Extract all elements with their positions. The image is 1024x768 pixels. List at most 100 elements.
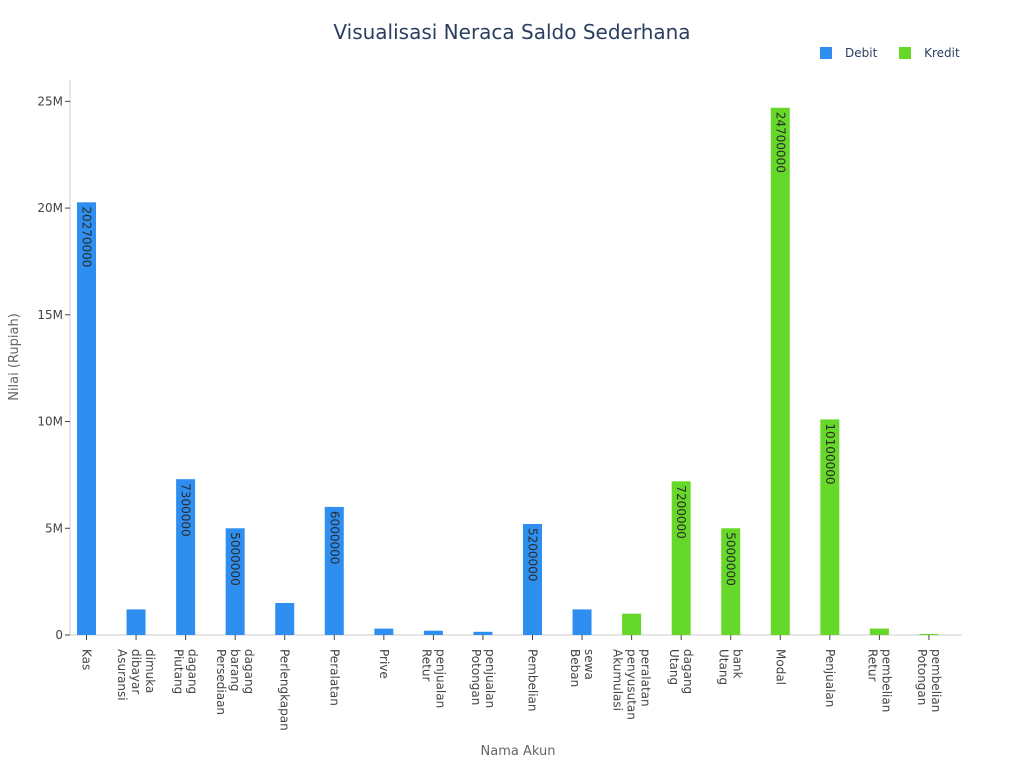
x-tick-label-line: penjualan <box>433 649 447 708</box>
x-tick-label-line: Akumulasi <box>611 649 625 711</box>
bar-kredit[interactable] <box>919 633 939 635</box>
bar-debit[interactable] <box>473 631 493 635</box>
legend-label-debit: Debit <box>845 46 878 60</box>
x-tick-label-line: penyusutan <box>625 649 639 720</box>
x-tick-label-line: Pembelian <box>526 649 540 712</box>
bar-kredit[interactable] <box>820 419 840 635</box>
bars: 20270000 7300000 5000000 6000000 5200000 7200… <box>77 107 939 635</box>
x-tick-label-text: Kas <box>80 649 94 670</box>
bar-kredit[interactable] <box>671 481 691 635</box>
bar-debit[interactable] <box>324 506 344 635</box>
x-tick-label-line: Prive <box>377 649 391 679</box>
bar-kredit[interactable] <box>721 528 741 635</box>
bar-debit[interactable] <box>225 528 245 635</box>
x-tick-label-text: Bebansewa <box>568 649 596 687</box>
x-tick-label-line: Retur <box>419 649 433 681</box>
x-tick-label: Persediaanbarangdagang <box>214 649 256 715</box>
x-tick-label-line: dagang <box>242 649 256 694</box>
x-tick-label-text: Prive <box>377 649 391 679</box>
x-tick-label-line: Utang <box>667 649 681 685</box>
x-tick-label-line: Persediaan <box>214 649 228 715</box>
x-tick-label-text: Utangdagang <box>667 649 695 694</box>
x-tick-label-line: Potongan <box>469 649 483 705</box>
x-tick-label: Modal <box>773 649 787 685</box>
x-tick-label: Potonganpenjualan <box>469 649 497 708</box>
y-axis-label: Nilai (Rupiah) <box>7 313 22 401</box>
bar-debit[interactable] <box>126 609 146 635</box>
x-tick-label: Piutangdagang <box>172 649 200 694</box>
legend-swatch-kredit <box>899 47 912 59</box>
bar-debit[interactable] <box>374 628 394 635</box>
bar-kredit[interactable] <box>622 613 642 635</box>
legend-item-kredit[interactable]: Kredit <box>899 46 960 60</box>
x-tick-label-line: bank <box>731 649 745 679</box>
y-tick-label: 25M <box>37 94 63 108</box>
x-tick-label-text: Potonganpembelian <box>915 649 943 712</box>
x-tick-label-text: Returpenjualan <box>419 649 447 708</box>
chart-title: Visualisasi Neraca Saldo Sederhana <box>333 20 691 44</box>
x-tick-label: Bebansewa <box>568 649 596 687</box>
x-tick-label-text: Asuransidibayardimuka <box>115 649 157 701</box>
data-label-text: 5200000 <box>526 528 540 581</box>
x-tick-label-line: barang <box>228 649 242 691</box>
x-tick-label: Potonganpembelian <box>915 649 943 712</box>
data-label-text: 5000000 <box>228 532 242 585</box>
y-tick-label: 0 <box>55 628 63 642</box>
bar-debit[interactable] <box>572 609 592 635</box>
data-label-text: 20270000 <box>80 206 94 267</box>
legend-item-debit[interactable]: Debit <box>820 46 877 60</box>
bar-debit[interactable] <box>77 202 96 635</box>
x-tick-label-text: Piutangdagang <box>172 649 200 694</box>
x-tick-label-line: Perlengkapan <box>278 649 292 731</box>
x-tick-label-text: Pembelian <box>526 649 540 712</box>
x-tick-label: Kas <box>80 649 94 670</box>
x-tick-label-line: Piutang <box>172 649 186 694</box>
x-tick-label-line: Potongan <box>915 649 929 705</box>
x-tick-label-line: pembelian <box>879 649 893 712</box>
x-tick-label: Returpembelian <box>865 649 893 712</box>
legend: Debit Kredit <box>820 46 978 62</box>
x-tick-label-line: Modal <box>773 649 787 685</box>
data-label: 7200000 <box>674 485 688 538</box>
x-tick-label-text: Penjualan <box>823 649 837 707</box>
data-label: 5200000 <box>526 528 540 581</box>
data-label-text: 24700000 <box>773 112 787 173</box>
x-axis-label: Nama Akun <box>481 744 556 759</box>
bar-debit[interactable] <box>176 479 196 635</box>
data-label: 24700000 <box>773 112 787 173</box>
x-tick-label-line: Retur <box>865 649 879 681</box>
x-tick-label: Perlengkapan <box>278 649 292 731</box>
y-tick-label: 10M <box>37 415 63 429</box>
data-label: 10100000 <box>823 423 837 484</box>
x-tick-label-text: Peralatan <box>327 649 341 706</box>
y-tick-label: 20M <box>37 201 63 215</box>
data-label-text: 7300000 <box>179 483 193 536</box>
x-tick-label-line: penjualan <box>483 649 497 708</box>
data-label: 7300000 <box>179 483 193 536</box>
x-tick-label: Utangbank <box>717 649 745 685</box>
x-tick-label-line: Penjualan <box>823 649 837 707</box>
x-tick-label-text: Akumulasipenyusutanperalatan <box>611 649 653 720</box>
data-label-text: 10100000 <box>823 423 837 484</box>
data-label: 5000000 <box>724 532 738 585</box>
x-tick-label-line: dagang <box>681 649 695 694</box>
x-tick-label-line: Asuransi <box>115 649 129 701</box>
bar-debit[interactable] <box>423 630 443 635</box>
bar-debit[interactable] <box>275 602 295 635</box>
bar-debit[interactable] <box>523 524 542 635</box>
x-tick-label-line: Peralatan <box>327 649 341 706</box>
x-tick-label-line: pembelian <box>929 649 943 712</box>
data-label: 5000000 <box>228 532 242 585</box>
x-tick-label-line: Beban <box>568 649 582 687</box>
x-tick-label-line: Utang <box>717 649 731 685</box>
data-label: 20270000 <box>80 206 94 267</box>
x-tick-label-text: Perlengkapan <box>278 649 292 731</box>
bar-kredit[interactable] <box>869 628 889 635</box>
data-label-text: 5000000 <box>724 532 738 585</box>
axes: 0 5M 10M 15M 20M 25M <box>37 80 962 642</box>
x-tick-label-text: Utangbank <box>717 649 745 685</box>
data-label: 6000000 <box>327 511 341 564</box>
bar-kredit[interactable] <box>770 107 790 635</box>
x-tick-labels: Kas Asuransidibayardimuka Piutangdagang Per… <box>80 635 943 731</box>
